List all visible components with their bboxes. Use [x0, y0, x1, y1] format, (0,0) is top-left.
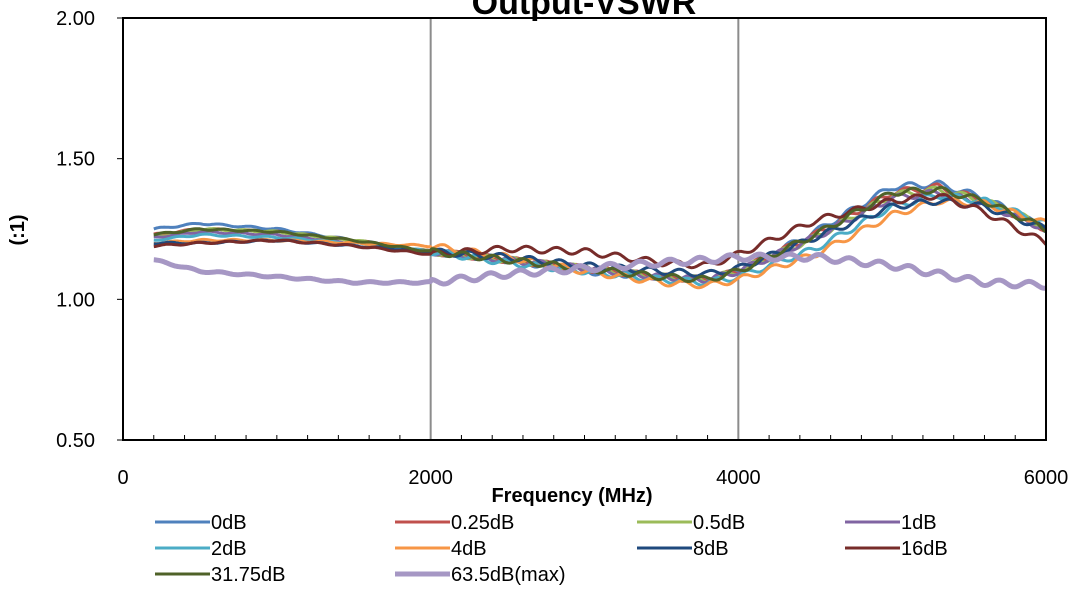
legend-label: 16dB [901, 538, 948, 560]
legend-label: 1dB [901, 512, 937, 534]
y-tick-label: 1.50 [56, 149, 95, 171]
series-line [153, 193, 1048, 270]
x-tick-label: 6000 [1024, 467, 1069, 489]
legend-label: 2dB [211, 538, 247, 560]
plot-area-border [122, 17, 1047, 441]
x-tick-label: 0 [117, 467, 128, 489]
x-tick-label: 4000 [716, 467, 761, 489]
legend-label: 8dB [693, 538, 729, 560]
legend-label: 31.75dB [211, 564, 286, 586]
legend-label: 63.5dB(max) [451, 564, 566, 586]
x-tick-label: 2000 [408, 467, 453, 489]
legend: 0dB 0.25dB 0.5dB 1dB 2dB 4dB 8dB 16dB 31.75dB 63.… [155, 512, 948, 586]
x-axis-title: Frequency (MHz) [491, 485, 652, 507]
y-axis-title: (:1) [7, 214, 29, 245]
y-tick-label: 0.50 [56, 430, 95, 452]
y-tick-label: 1.00 [56, 289, 95, 311]
series-line [152, 251, 1047, 291]
legend-label: 0dB [211, 512, 247, 534]
legend-label: 0.25dB [451, 512, 514, 534]
chart-title: Output-VSWR [472, 0, 697, 22]
y-tick-label: 2.00 [56, 8, 95, 30]
series-lines [152, 179, 1048, 291]
legend-label: 0.5dB [693, 512, 745, 534]
gridlines [429, 18, 740, 440]
x-axis-ticks: 0 2000 4000 6000 [117, 467, 1068, 489]
y-axis-ticks: 0.50 1.00 1.50 2.00 [56, 8, 123, 452]
legend-label: 4dB [451, 538, 487, 560]
series-line [153, 185, 1047, 283]
